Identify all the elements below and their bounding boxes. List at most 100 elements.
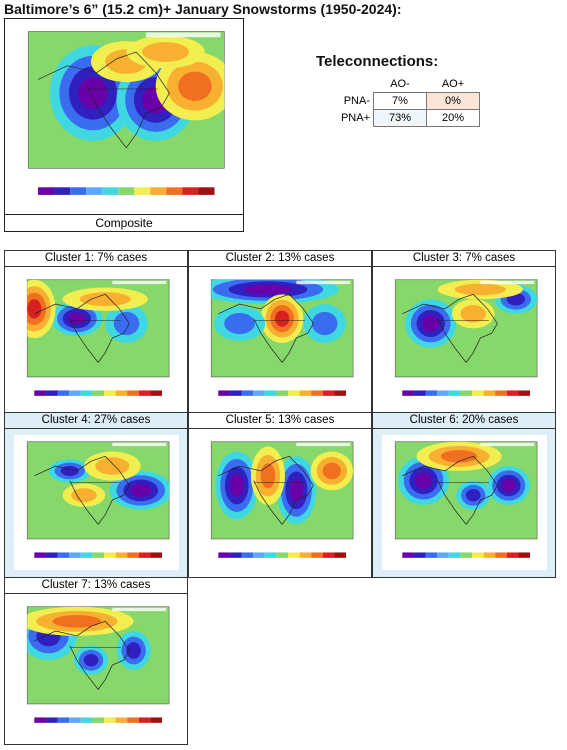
anomaly — [113, 311, 139, 336]
colorbar-swatch — [275, 390, 288, 396]
cluster-map — [381, 435, 547, 570]
anomaly-layer — [26, 279, 148, 363]
colorbar-swatch — [80, 390, 92, 396]
colorbar-swatch — [86, 187, 103, 195]
colorbar-swatch — [287, 390, 300, 396]
colorbar-swatch — [264, 390, 276, 396]
colorbar-swatch — [299, 552, 311, 558]
colorbar-swatch — [198, 187, 215, 195]
coastline — [37, 51, 170, 149]
anomaly — [67, 312, 85, 325]
colorbar-swatch — [126, 390, 139, 396]
anomaly — [223, 312, 255, 334]
colorbar-swatch — [54, 187, 71, 195]
colorbar-swatch — [483, 552, 495, 558]
colorbar-swatch — [33, 552, 46, 558]
colorbar-swatch — [241, 390, 253, 396]
row-header: PNA- — [343, 95, 370, 107]
colorbar-swatch — [80, 717, 92, 723]
colorbar-swatch — [91, 552, 104, 558]
coastline — [33, 620, 130, 690]
colorbar-swatch — [57, 390, 69, 396]
anomaly — [141, 42, 190, 62]
colorbar-swatch — [115, 552, 127, 558]
colorbar-swatch — [275, 552, 288, 558]
anomaly — [243, 284, 292, 295]
anomaly — [465, 488, 481, 502]
colorbar-swatch — [103, 552, 116, 558]
composite-caption: Composite — [5, 214, 243, 231]
colorbar-swatch — [413, 552, 426, 558]
colorbar-swatch — [33, 390, 46, 396]
colorbar-swatch — [126, 552, 139, 558]
anomaly-layer — [397, 441, 530, 525]
colorbar-swatch — [80, 552, 92, 558]
colorbar-swatch — [425, 552, 437, 558]
colorbar-swatch — [38, 187, 55, 195]
page-title: Baltimore’s 6” (15.2 cm)+ January Snowst… — [4, 1, 402, 17]
anomaly — [322, 462, 341, 480]
colorbar-swatch — [483, 390, 495, 396]
colorbar-swatch — [138, 552, 150, 558]
colorbar-swatch — [103, 717, 116, 723]
colorbar-swatch — [118, 187, 135, 195]
cluster-panel: Cluster 7: 13% cases — [4, 577, 188, 745]
colorbar-swatch — [241, 552, 253, 558]
anomaly — [94, 457, 129, 475]
colorbar-swatch — [252, 552, 265, 558]
cluster-panel: Cluster 3: 7% cases — [372, 250, 556, 413]
anomaly — [125, 642, 141, 659]
colorbar-swatch — [506, 390, 518, 396]
colorbar-swatch — [33, 717, 46, 723]
colorbar-swatch — [102, 187, 119, 195]
colorbar-swatch — [103, 390, 116, 396]
colorbar-swatch — [45, 717, 58, 723]
colorbar-swatch — [57, 717, 69, 723]
colorbar-swatch — [68, 717, 81, 723]
corner — [330, 76, 374, 93]
colorbar-swatch — [68, 552, 81, 558]
row-header: PNA+ — [340, 112, 370, 124]
cluster-panel: Cluster 4: 27% cases — [4, 412, 188, 578]
map-header — [295, 280, 350, 285]
cluster-grid: Cluster 1: 7% cases Cluster 2: 13% cases C… — [4, 250, 556, 745]
teleconnections-table: AO- AO+ PNA- 7% 0% PNA+ 73% 20% — [330, 76, 480, 127]
cluster-label: Cluster 4: 27% cases — [5, 413, 187, 429]
anomaly-layer — [26, 606, 151, 690]
anomaly-layer — [33, 451, 169, 525]
colorbar-swatch — [322, 390, 334, 396]
cluster-label: Cluster 6: 20% cases — [373, 413, 555, 429]
colorbar-swatch — [134, 187, 151, 195]
colorbar-swatch — [252, 390, 265, 396]
colorbar-swatch — [150, 187, 167, 195]
colorbar-swatch — [310, 552, 323, 558]
colorbar-swatch — [413, 390, 426, 396]
anomaly-layer — [401, 279, 537, 363]
colorbar-swatch — [459, 552, 472, 558]
map-header — [295, 442, 350, 447]
coastline — [401, 293, 498, 363]
colorbar-swatch — [425, 390, 437, 396]
anomaly — [274, 310, 289, 327]
coastline — [217, 455, 314, 525]
cluster-map — [197, 273, 363, 408]
anomaly — [311, 311, 337, 336]
colorbar-swatch — [138, 717, 150, 723]
anomaly — [78, 77, 108, 110]
colorbar-swatch — [149, 552, 162, 558]
anomaly — [454, 283, 506, 296]
map-header — [479, 280, 534, 285]
colorbar-swatch — [45, 552, 58, 558]
colorbar-swatch — [91, 390, 104, 396]
column-header: AO+ — [441, 78, 465, 90]
coastline — [33, 455, 130, 525]
anomaly — [501, 479, 516, 492]
colorbar-swatch — [506, 552, 518, 558]
anomaly — [79, 292, 131, 307]
colorbar-swatch — [126, 717, 139, 723]
anomaly-layer — [214, 446, 353, 525]
anomaly — [421, 315, 439, 332]
cell: 20% — [426, 109, 480, 127]
colorbar-swatch — [264, 552, 276, 558]
anomaly — [229, 474, 244, 497]
